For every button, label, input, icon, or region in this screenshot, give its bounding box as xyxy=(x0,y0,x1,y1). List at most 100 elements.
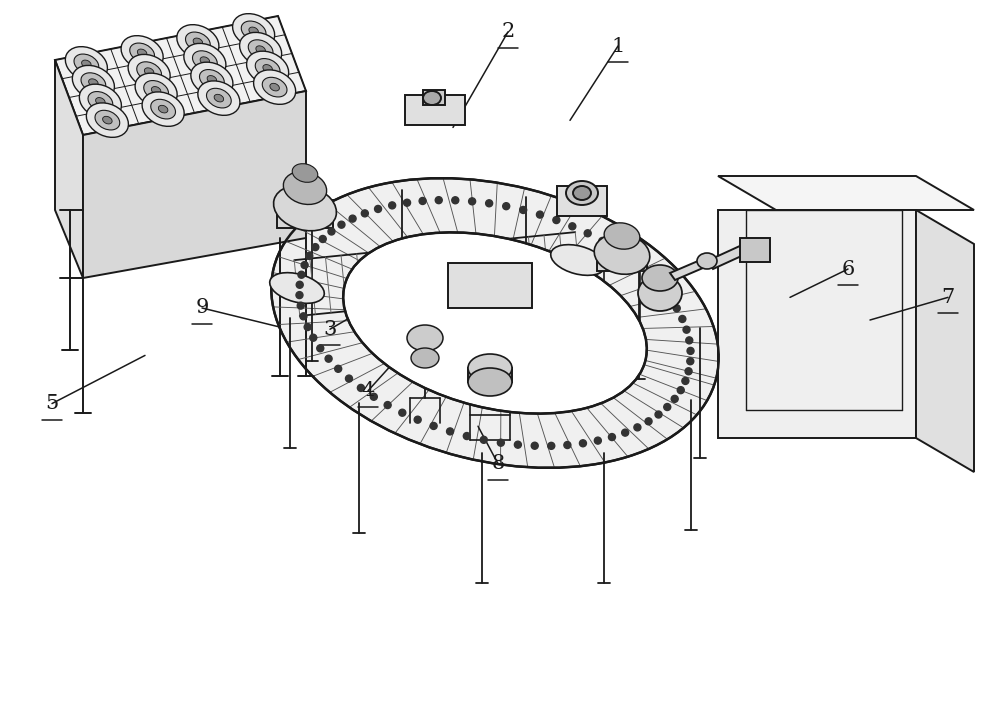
Polygon shape xyxy=(405,95,465,125)
Circle shape xyxy=(622,429,629,436)
Ellipse shape xyxy=(200,57,210,64)
Ellipse shape xyxy=(642,265,678,291)
Circle shape xyxy=(594,437,601,444)
Polygon shape xyxy=(423,90,445,105)
Circle shape xyxy=(319,236,326,242)
Ellipse shape xyxy=(573,186,591,200)
Ellipse shape xyxy=(423,91,441,105)
Ellipse shape xyxy=(95,110,120,130)
Ellipse shape xyxy=(144,81,169,101)
Ellipse shape xyxy=(411,348,439,368)
Ellipse shape xyxy=(72,65,114,100)
Ellipse shape xyxy=(604,223,640,249)
Circle shape xyxy=(370,393,377,400)
Circle shape xyxy=(579,440,586,447)
Circle shape xyxy=(514,441,521,448)
Polygon shape xyxy=(448,263,532,308)
Ellipse shape xyxy=(65,47,107,81)
Ellipse shape xyxy=(697,253,717,269)
Ellipse shape xyxy=(551,245,605,275)
Circle shape xyxy=(687,348,694,355)
Circle shape xyxy=(664,404,671,411)
Circle shape xyxy=(655,411,662,418)
Circle shape xyxy=(638,264,645,271)
Ellipse shape xyxy=(137,49,147,57)
Circle shape xyxy=(328,228,335,235)
Text: 7: 7 xyxy=(941,288,955,307)
Ellipse shape xyxy=(89,79,98,86)
Text: 1: 1 xyxy=(611,37,625,55)
Ellipse shape xyxy=(263,64,272,72)
Ellipse shape xyxy=(137,62,162,81)
Ellipse shape xyxy=(198,81,240,115)
Circle shape xyxy=(677,387,684,394)
Circle shape xyxy=(486,200,493,207)
Ellipse shape xyxy=(638,275,682,311)
Circle shape xyxy=(685,367,692,375)
Ellipse shape xyxy=(247,51,289,86)
Ellipse shape xyxy=(566,181,598,205)
Circle shape xyxy=(548,442,555,450)
Ellipse shape xyxy=(248,40,273,59)
Circle shape xyxy=(296,281,303,288)
Ellipse shape xyxy=(74,54,99,74)
Ellipse shape xyxy=(240,33,282,67)
Polygon shape xyxy=(740,238,770,262)
Polygon shape xyxy=(718,176,974,210)
Circle shape xyxy=(414,416,421,423)
Ellipse shape xyxy=(407,325,443,351)
Ellipse shape xyxy=(283,171,327,205)
Text: 5: 5 xyxy=(45,394,59,413)
Circle shape xyxy=(310,334,317,341)
Circle shape xyxy=(564,442,571,449)
Circle shape xyxy=(626,255,633,261)
Text: 8: 8 xyxy=(491,455,505,473)
Polygon shape xyxy=(83,91,306,278)
Polygon shape xyxy=(277,200,333,228)
Circle shape xyxy=(317,345,324,352)
Polygon shape xyxy=(55,16,306,135)
Circle shape xyxy=(569,223,576,230)
Circle shape xyxy=(520,207,527,213)
Circle shape xyxy=(384,401,391,409)
Ellipse shape xyxy=(255,59,280,78)
Ellipse shape xyxy=(121,35,163,70)
Circle shape xyxy=(469,198,476,205)
Polygon shape xyxy=(468,368,512,382)
Circle shape xyxy=(404,199,411,206)
Circle shape xyxy=(658,284,665,291)
Polygon shape xyxy=(718,210,916,438)
Ellipse shape xyxy=(193,38,203,46)
Circle shape xyxy=(335,365,342,372)
Circle shape xyxy=(687,358,694,365)
Circle shape xyxy=(389,202,396,209)
Ellipse shape xyxy=(135,73,177,108)
Ellipse shape xyxy=(270,273,324,303)
Ellipse shape xyxy=(343,232,647,413)
Ellipse shape xyxy=(192,51,217,71)
Ellipse shape xyxy=(142,92,184,126)
Circle shape xyxy=(357,384,364,392)
Ellipse shape xyxy=(82,60,91,68)
Ellipse shape xyxy=(274,185,336,231)
Ellipse shape xyxy=(81,73,106,93)
Ellipse shape xyxy=(79,84,121,119)
Text: 2: 2 xyxy=(501,23,515,41)
Circle shape xyxy=(349,215,356,222)
Circle shape xyxy=(671,395,678,402)
Circle shape xyxy=(301,261,308,268)
Polygon shape xyxy=(557,186,607,216)
Text: 6: 6 xyxy=(841,260,855,278)
Circle shape xyxy=(447,428,454,435)
Text: 4: 4 xyxy=(361,382,375,400)
Circle shape xyxy=(531,442,538,450)
Ellipse shape xyxy=(185,32,210,52)
Ellipse shape xyxy=(207,76,217,83)
Ellipse shape xyxy=(249,27,258,35)
Ellipse shape xyxy=(206,88,231,108)
Ellipse shape xyxy=(158,105,168,113)
Circle shape xyxy=(536,211,543,218)
Circle shape xyxy=(325,355,332,362)
Ellipse shape xyxy=(88,91,113,111)
Ellipse shape xyxy=(103,116,112,124)
